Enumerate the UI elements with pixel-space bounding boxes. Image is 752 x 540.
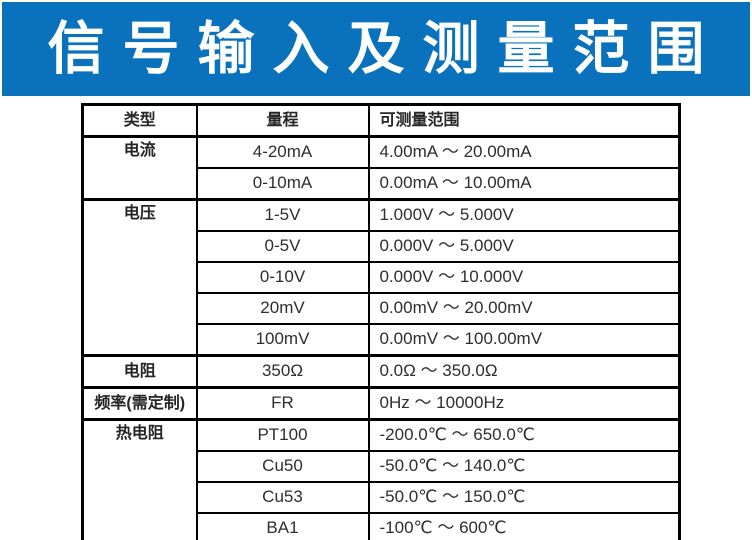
measurable-cell: 0Hz ～ 10000Hz <box>367 386 681 421</box>
table-row: Cu50 -50.0℃ ～ 140.0℃ <box>83 450 681 483</box>
measurable-cell: 0.000V ～ 10.000V <box>367 261 681 294</box>
measurable-cell: 0.00mV ～ 20.00mV <box>367 292 681 325</box>
range-cell: 1-5V <box>195 198 370 232</box>
measurement-range-table: 类型 量程 可测量范围 电流 4-20mA 4.00mA ～ 20.00mA 0… <box>81 103 681 540</box>
table-row: 电阻 350Ω 0.0Ω ～ 350.0Ω <box>81 354 681 389</box>
range-cell: Cu53 <box>195 481 370 514</box>
measurable-cell: -200.0℃ ～ 650.0℃ <box>367 418 681 452</box>
measurable-cell: 0.000V ～ 5.000V <box>367 230 681 263</box>
table-row: BA1 -100℃ ～ 600℃ <box>83 512 681 540</box>
table-row: 频率(需定制) FR 0Hz ～ 10000Hz <box>81 386 681 421</box>
measurable-cell: 0.00mA ～ 10.00mA <box>367 167 681 201</box>
measurable-cell: -100℃ ～ 600℃ <box>367 512 681 540</box>
measurable-cell: -50.0℃ ～ 140.0℃ <box>367 450 681 483</box>
table-row: 0-5V 0.000V ～ 5.000V <box>83 230 681 263</box>
page-title: 信号输入及测量范围 <box>47 16 723 81</box>
table-row: 20mV 0.00mV ～ 20.00mV <box>83 292 681 325</box>
range-cell: 100mV <box>195 323 370 357</box>
type-cell-resistance: 电阻 <box>81 354 198 389</box>
range-cell: FR <box>195 386 370 421</box>
measurable-cell: 0.00mV ～ 100.00mV <box>367 323 681 357</box>
table-row: 热电阻 PT100 -200.0℃ ～ 650.0℃ <box>81 418 681 540</box>
table-header-row: 类型 量程 可测量范围 <box>81 103 681 138</box>
table-row: 100mV 0.00mV ～ 100.00mV <box>83 323 681 357</box>
range-cell: 0-10mA <box>195 167 370 201</box>
type-cell-current: 电流 <box>81 135 198 201</box>
table-row: 电流 4-20mA 4.00mA ～ 20.00mA <box>81 135 681 201</box>
range-cell: 350Ω <box>195 354 370 389</box>
type-cell-voltage: 电压 <box>81 198 198 357</box>
col-header-type: 类型 <box>81 103 198 138</box>
range-cell: 4-20mA <box>195 135 370 169</box>
col-header-range: 量程 <box>195 103 370 138</box>
range-cell: 0-5V <box>195 230 370 263</box>
range-cell: 20mV <box>195 292 370 325</box>
type-cell-frequency: 频率(需定制) <box>81 386 198 421</box>
range-cell: PT100 <box>195 418 370 452</box>
col-header-measurable-range: 可测量范围 <box>367 103 681 138</box>
title-banner: 信号输入及测量范围 <box>2 2 750 96</box>
measurable-cell: 4.00mA ～ 20.00mA <box>367 135 681 169</box>
table-row: 0-10V 0.000V ～ 10.000V <box>83 261 681 294</box>
measurable-cell: 1.000V ～ 5.000V <box>367 198 681 232</box>
table-row: Cu53 -50.0℃ ～ 150.0℃ <box>83 481 681 514</box>
range-cell: Cu50 <box>195 450 370 483</box>
table-row: 电压 1-5V 1.000V ～ 5.000V <box>81 198 681 357</box>
measurable-cell: -50.0℃ ～ 150.0℃ <box>367 481 681 514</box>
range-cell: 0-10V <box>195 261 370 294</box>
type-cell-rtd: 热电阻 <box>81 418 198 540</box>
measurable-cell: 0.0Ω ～ 350.0Ω <box>367 354 681 389</box>
range-cell: BA1 <box>195 512 370 540</box>
